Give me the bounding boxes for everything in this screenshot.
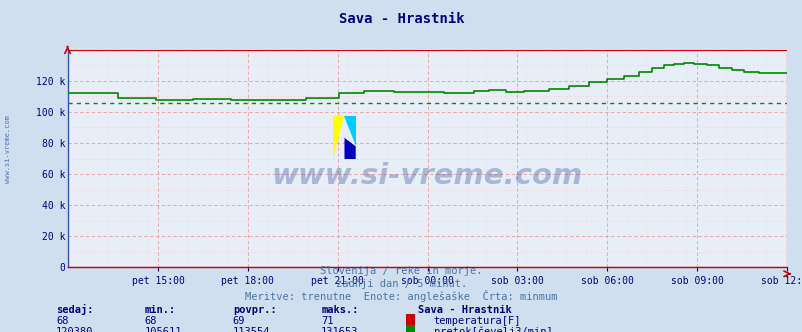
Text: www.si-vreme.com: www.si-vreme.com: [5, 116, 11, 183]
Text: sedaj:: sedaj:: [56, 304, 94, 315]
Text: temperatura[F]: temperatura[F]: [433, 316, 520, 326]
Text: www.si-vreme.com: www.si-vreme.com: [272, 162, 582, 190]
Text: pretok[čevelj3/min]: pretok[čevelj3/min]: [433, 326, 552, 332]
Polygon shape: [333, 116, 344, 159]
Text: Sava - Hrastnik: Sava - Hrastnik: [338, 12, 464, 26]
Text: min.:: min.:: [144, 305, 176, 315]
Polygon shape: [344, 138, 355, 159]
Text: povpr.:: povpr.:: [233, 305, 276, 315]
Text: 68: 68: [144, 316, 157, 326]
Text: Slovenija / reke in morje.: Slovenija / reke in morje.: [320, 266, 482, 276]
Text: zadnji dan / 5 minut.: zadnji dan / 5 minut.: [335, 279, 467, 289]
Text: 120380: 120380: [56, 327, 94, 332]
Polygon shape: [344, 116, 355, 146]
Text: Meritve: trenutne  Enote: anglešaške  Črta: minmum: Meritve: trenutne Enote: anglešaške Črta…: [245, 290, 557, 302]
Text: 113554: 113554: [233, 327, 270, 332]
Text: 71: 71: [321, 316, 334, 326]
Text: maks.:: maks.:: [321, 305, 358, 315]
Text: 69: 69: [233, 316, 245, 326]
Text: 131653: 131653: [321, 327, 358, 332]
Text: 68: 68: [56, 316, 69, 326]
Text: Sava - Hrastnik: Sava - Hrastnik: [417, 305, 511, 315]
Text: 105611: 105611: [144, 327, 182, 332]
